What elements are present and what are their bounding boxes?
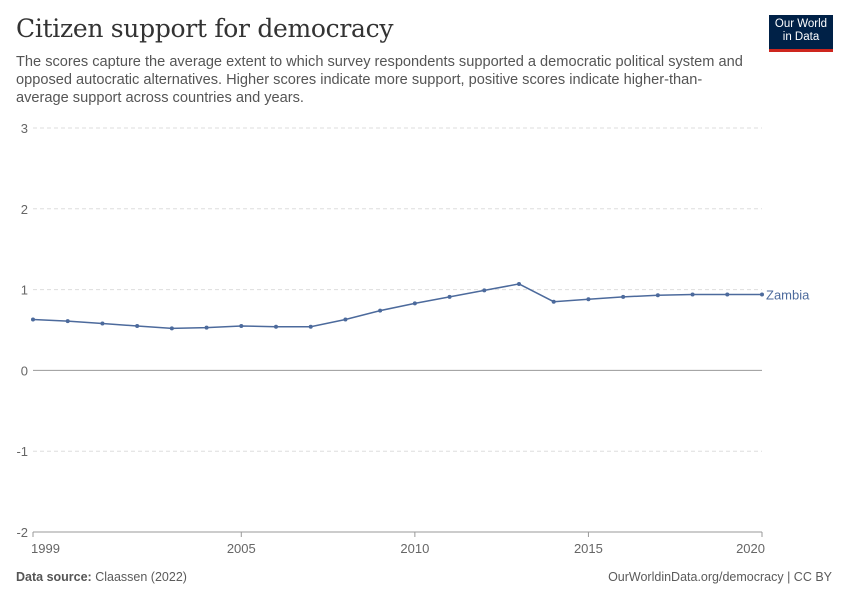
data-point [621,294,626,299]
data-point [31,317,35,322]
y-tick-label: 2 [21,202,28,217]
data-point [655,293,660,298]
y-tick-label: -2 [16,525,28,540]
data-point [760,292,764,297]
source-link[interactable]: Claassen (2022) [95,570,187,584]
chart-subtitle: The scores capture the average extent to… [16,54,743,106]
x-tick-label: 2020 [736,541,765,556]
data-point [378,308,383,313]
data-point [517,281,521,286]
credit-link[interactable]: OurWorldinData.org/democracy | CC BY [608,570,832,584]
data-point [65,319,70,324]
data-point [412,301,417,306]
data-point [551,299,556,304]
y-tick-label: -1 [16,444,28,459]
data-point [308,324,313,329]
data-point [725,292,730,297]
data-point [135,323,140,328]
data-point [447,294,452,299]
y-tick-label: 0 [21,363,28,378]
data-source: Data source: Claassen (2022) [16,570,187,584]
owid-logo[interactable]: Our World in Data [769,15,833,52]
data-point [169,326,174,331]
x-tick-label: 2010 [400,541,429,556]
logo-text: Our World in Data [774,18,828,43]
data-point [239,323,244,328]
data-point [690,292,695,297]
y-tick-label: 3 [21,121,28,136]
data-point [586,297,591,302]
y-tick-label: 1 [21,283,28,298]
x-tick-label: 1999 [31,541,60,556]
series-line-zambia [32,283,762,330]
chart-title: Citizen support for democracy [16,14,394,43]
source-label: Data source: [16,570,92,584]
series-label: Zambia [766,287,810,302]
x-tick-label: 2015 [574,541,603,556]
data-point [482,288,487,293]
data-point [100,321,105,326]
data-point [274,324,278,329]
data-point [343,317,348,322]
x-tick-label: 2005 [227,541,256,556]
data-point [204,325,209,330]
